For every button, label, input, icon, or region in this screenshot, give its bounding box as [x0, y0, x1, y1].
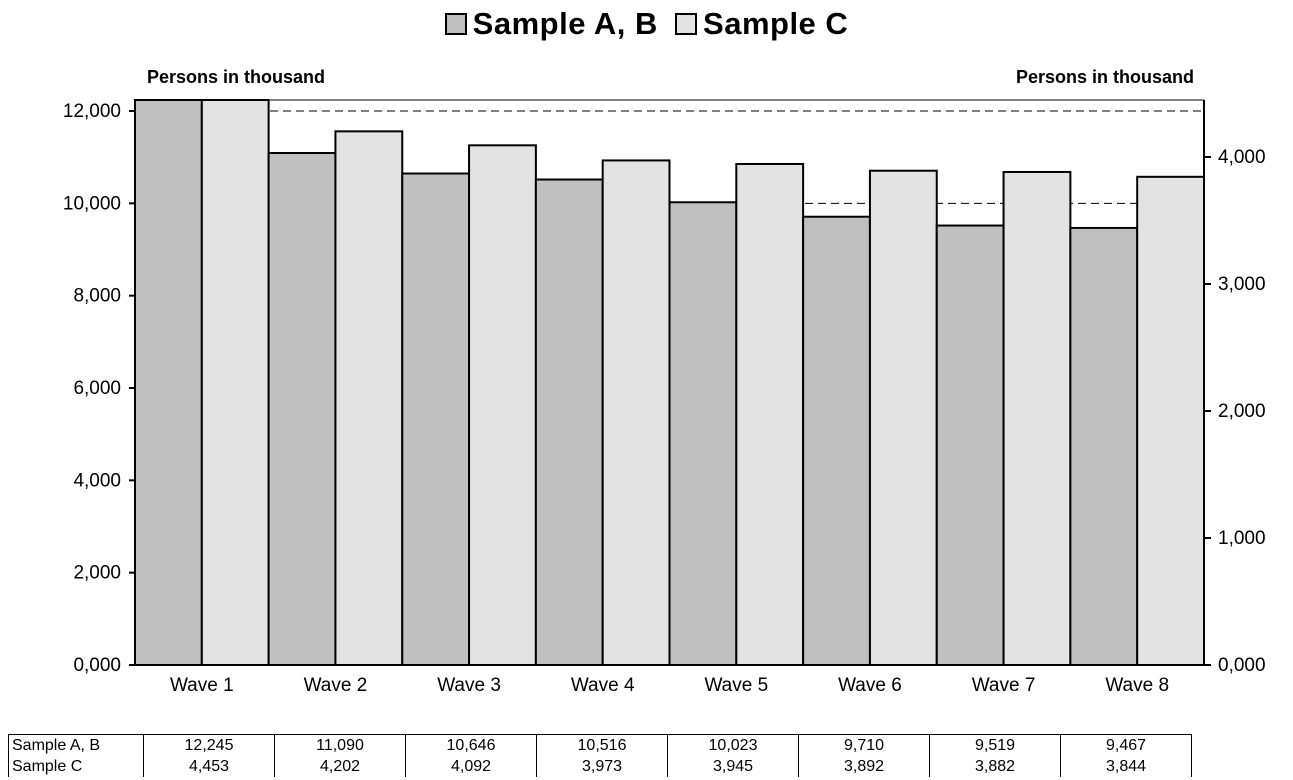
- table-cell: 3,973: [536, 756, 668, 777]
- bar-sample-ab-wave-1: [134, 99, 203, 666]
- bar-sample-c-wave-5: [735, 162, 805, 667]
- table-cell: 12,245: [143, 734, 275, 756]
- data-table: Sample A, B 12,245 11,090 10,646 10,516 10,02…: [8, 734, 1192, 777]
- table-cell: 3,844: [1060, 756, 1192, 777]
- table-cell: 3,892: [798, 756, 930, 777]
- legend-item-sample-c: Sample C: [675, 6, 848, 42]
- left-axis-unit-label: Persons in thousand: [147, 67, 326, 87]
- left-tick-label-8000: 8,000: [73, 286, 121, 307]
- left-tick-label-6000: 6,000: [73, 378, 121, 399]
- right-axis-unit-label: Persons in thousand: [1015, 67, 1194, 87]
- left-tick-label-12000: 12,000: [63, 101, 121, 122]
- legend-item-sample-ab: Sample A, B: [444, 6, 658, 42]
- table-cell: 3,882: [929, 756, 1061, 777]
- bar-sample-c-wave-2: [334, 130, 404, 666]
- table-row-label: Sample C: [8, 756, 144, 777]
- bar-sample-ab-wave-3: [401, 172, 471, 666]
- legend-swatch-sample-c: [675, 13, 698, 35]
- chart-legend: Sample A, B Sample C: [0, 6, 1293, 42]
- left-tick-label-0: 0,000: [73, 655, 121, 676]
- bar-chart: Wave 1 Wave 2 Wave 3 Wave 4 Wave 5 Wave 6 Wave…: [63, 99, 1266, 696]
- table-cell: 10,646: [405, 734, 537, 756]
- legend-label-sample-ab: Sample A, B: [472, 6, 658, 41]
- table-cell: 9,710: [798, 734, 930, 756]
- table-cell: 4,453: [143, 756, 275, 777]
- x-tick-label-wave-1: Wave 1: [170, 675, 234, 696]
- table-cell: 4,092: [405, 756, 537, 777]
- x-tick-label-wave-6: Wave 6: [838, 675, 902, 696]
- left-tick-label-2000: 2,000: [73, 563, 121, 584]
- bar-sample-c-wave-6: [868, 169, 938, 666]
- bar-sample-ab-wave-5: [668, 201, 738, 666]
- table-cell: 3,945: [667, 756, 799, 777]
- right-tick-label-4000: 4,000: [1218, 147, 1266, 168]
- x-tick-label-wave-7: Wave 7: [972, 675, 1036, 696]
- left-tick-label-4000: 4,000: [73, 470, 121, 491]
- bar-sample-c-wave-1: [200, 99, 270, 666]
- x-tick-label-wave-2: Wave 2: [304, 675, 368, 696]
- table-cell: 4,202: [274, 756, 406, 777]
- bar-sample-ab-wave-2: [267, 152, 337, 667]
- x-tick-label-wave-3: Wave 3: [437, 675, 501, 696]
- table-cell: 9,467: [1060, 734, 1192, 756]
- x-tick-label-wave-4: Wave 4: [571, 675, 635, 696]
- left-tick-label-10000: 10,000: [63, 193, 121, 214]
- table-row: Sample C 4,453 4,202 4,092 3,973 3,945 3,892 3,…: [8, 756, 1192, 777]
- bar-sample-c-wave-7: [1002, 170, 1072, 666]
- bar-sample-ab-wave-7: [935, 224, 1005, 667]
- table-row: Sample A, B 12,245 11,090 10,646 10,516 10,02…: [8, 734, 1192, 756]
- table-cell: 9,519: [929, 734, 1061, 756]
- right-tick-label-1000: 1,000: [1218, 528, 1266, 549]
- bar-sample-ab-wave-8: [1069, 226, 1139, 667]
- x-tick-label-wave-5: Wave 5: [704, 675, 768, 696]
- table-row-label: Sample A, B: [8, 734, 144, 756]
- table-cell: 10,516: [536, 734, 668, 756]
- bar-sample-c-wave-4: [601, 159, 671, 667]
- right-tick-label-3000: 3,000: [1218, 274, 1266, 295]
- bar-sample-c-wave-8: [1136, 175, 1205, 666]
- bar-sample-ab-wave-4: [534, 178, 604, 667]
- bar-sample-c-wave-3: [468, 144, 537, 667]
- table-cell: 11,090: [274, 734, 406, 756]
- table-cell: 10,023: [667, 734, 799, 756]
- legend-label-sample-c: Sample C: [703, 6, 849, 41]
- legend-swatch-sample-ab: [444, 13, 467, 35]
- right-tick-label-2000: 2,000: [1218, 401, 1266, 422]
- x-tick-label-wave-8: Wave 8: [1105, 675, 1169, 696]
- right-tick-label-0: 0,000: [1218, 655, 1266, 676]
- bar-sample-ab-wave-6: [802, 215, 871, 666]
